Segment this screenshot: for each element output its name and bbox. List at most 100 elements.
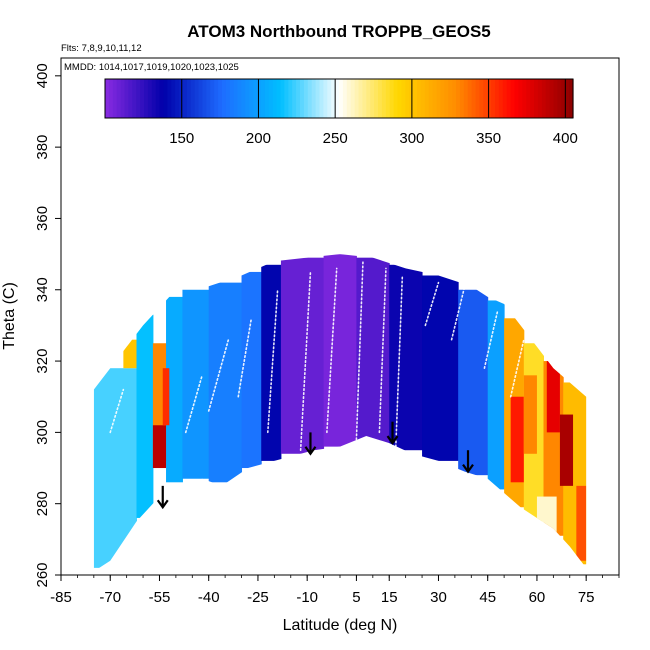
flights-note: Flts: 7,8,9,10,11,12 [61,43,142,54]
colorbar-segment [370,79,375,118]
colorbar-segment [381,79,387,118]
field-patch [523,375,537,454]
colorbar-segment [120,79,126,118]
colorbar-segment [296,79,301,118]
flight-track [483,310,499,370]
colorbar-segment [222,79,227,118]
colorbar-segment [339,79,344,118]
colorbar-segment [456,79,461,118]
colorbar-segment [241,79,246,118]
colorbar-segment [354,79,360,118]
field-patch [546,361,560,433]
colorbar-tick-label: 300 [399,130,424,147]
colorbar-segment [514,79,519,118]
colorbar-segment [140,79,145,118]
field-patch [152,425,167,469]
colorbar-segment [214,79,219,118]
colorbar-segment [257,79,262,118]
colorbar-segment [420,79,426,118]
field-layer [93,254,587,568]
colorbar-segment [389,79,395,118]
colorbar-segment [440,79,445,118]
colorbar-segment [401,79,406,118]
x-tick-label: -55 [149,589,171,606]
colorbar-segment [225,79,231,118]
colorbar-segment [374,79,379,118]
flight-track [394,274,404,448]
colorbar-segment [206,79,211,118]
colorbar-segment [432,79,438,118]
field-cell [389,264,423,451]
colorbar-segment [479,79,484,118]
colorbar-segment [537,79,543,118]
colorbar-segment [378,79,383,118]
dates-note: MMDD: 1014,1017,1019,1020,1023,1025 [64,62,239,73]
colorbar-segment [171,79,176,118]
colorbar-segment [194,79,200,118]
colorbar-segment [502,79,508,118]
flight-track [266,288,279,434]
x-tick-label: 15 [381,589,398,606]
flight-track [326,267,338,434]
colorbar-segment [467,79,473,118]
y-tick-label: 300 [34,420,51,445]
colorbar-segment [175,79,180,118]
colorbar-segment [261,79,266,118]
colorbar-segment [237,79,243,118]
colorbar-segment [128,79,133,118]
colorbar-segment [413,79,418,118]
field-cell [356,257,390,444]
flight-track [299,271,312,452]
colorbar-segment [276,79,282,118]
colorbar-segment [210,79,215,118]
colorbar-segment [553,79,558,118]
field-cell [261,264,282,461]
colorbar: 150 200 250 300 350 400 [104,78,578,147]
colorbar-segment [557,79,562,118]
x-tick-label: -40 [198,589,220,606]
colorbar-segment [463,79,469,118]
colorbar-segment [186,79,192,118]
colorbar-segment [249,79,254,118]
colorbar-segment [300,79,305,118]
colorbar-segment [541,79,547,118]
x-tick-label: 30 [430,589,447,606]
y-tick-label: 380 [34,135,51,160]
colorbar-segment [385,79,391,118]
colorbar-segment [350,79,356,118]
colorbar-segment [315,79,321,118]
colorbar-segment [159,79,165,118]
colorbar-segment [417,79,422,118]
flight-track [450,285,466,341]
field-patch [576,485,587,561]
colorbar-segment [190,79,196,118]
colorbar-segment [155,79,161,118]
colorbar-segment [495,79,500,118]
colorbar-segment [405,79,410,118]
colorbar-segment [136,79,141,118]
colorbar-segment [105,79,110,118]
colorbar-segment [569,79,574,118]
colorbar-segment [526,79,531,118]
colorbar-segment [428,79,434,118]
field-cell [166,296,183,483]
colorbar-segment [183,79,188,118]
colorbar-segment [311,79,317,118]
field-patch [123,339,137,369]
colorbar-segment [565,79,570,118]
field-cell [241,271,262,469]
colorbar-segment [335,79,340,118]
colorbar-segment [459,79,465,118]
x-axis-label: Latitude (deg N) [283,617,398,634]
colorbar-segment [561,79,566,118]
colorbar-tick-label: 150 [169,130,194,147]
y-tick-label: 260 [34,562,51,587]
colorbar-segment [483,79,488,118]
colorbar-segment [264,79,270,118]
colorbar-segment [393,79,399,118]
x-axis: -85 -70 -55 -40 -25 -10 5 15 30 45 60 75 [50,575,620,606]
colorbar-segment [448,79,453,118]
colorbar-segment [331,79,336,118]
x-tick-label: -85 [50,589,72,606]
